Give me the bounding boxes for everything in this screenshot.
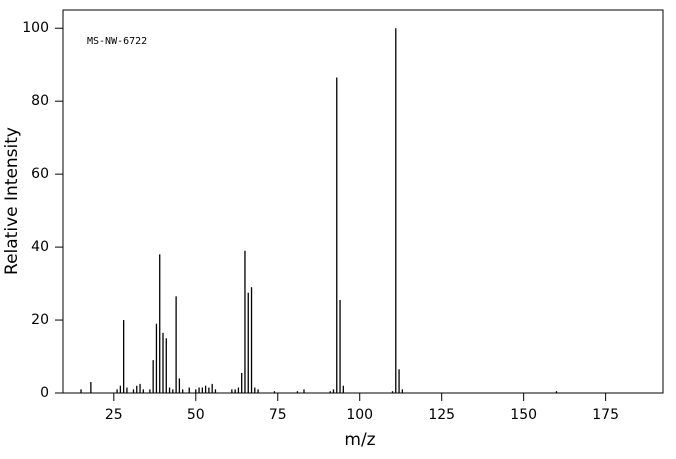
y-tick-label: 80 <box>31 93 49 109</box>
y-axis-label: Relative Intensity <box>2 127 22 275</box>
x-axis-label: m/z <box>344 430 375 450</box>
plot-frame <box>62 9 664 394</box>
y-tick-label: 60 <box>31 166 49 182</box>
x-tick-label: 50 <box>187 407 205 423</box>
y-tick-label: 40 <box>31 239 49 255</box>
y-tick-label: 20 <box>31 312 49 328</box>
x-tick-label: 100 <box>346 407 373 423</box>
y-tick-label: 100 <box>22 20 49 36</box>
x-tick-label: 150 <box>510 407 537 423</box>
x-tick-label: 175 <box>592 407 619 423</box>
x-tick-label: 75 <box>269 407 287 423</box>
x-tick-label: 25 <box>105 407 123 423</box>
y-tick-label: 0 <box>40 385 49 401</box>
x-tick-label: 125 <box>428 407 455 423</box>
annotation: MS-NW-6722 <box>87 36 147 47</box>
